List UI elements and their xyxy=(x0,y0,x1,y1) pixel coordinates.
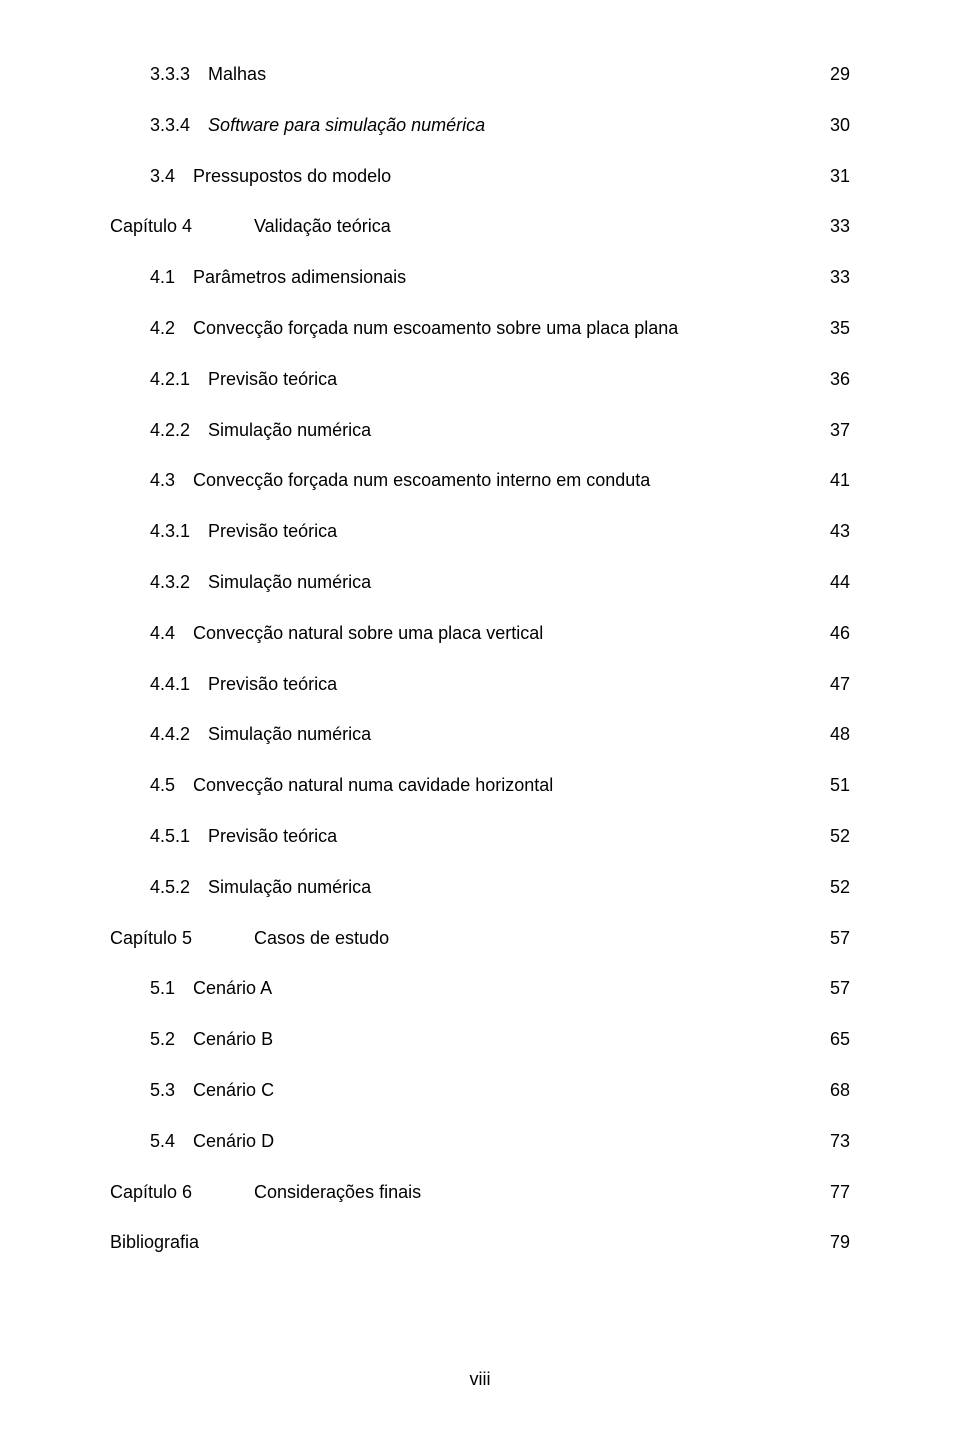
toc-entry-title: Cenário C xyxy=(193,1076,274,1105)
toc-entry: 5.4Cenário D 73 xyxy=(110,1127,850,1156)
toc-entry-number: 4.3 xyxy=(150,466,193,495)
toc-entry-number: 4.4 xyxy=(150,619,193,648)
toc-entry-number: Capítulo 4 xyxy=(110,212,254,241)
toc-entry-page: 30 xyxy=(826,111,850,140)
page-number-footer: viii xyxy=(0,1365,960,1394)
toc-entry-title: Convecção natural numa cavidade horizont… xyxy=(193,771,553,800)
toc-entry-number: 5.1 xyxy=(150,974,193,1003)
toc-entry-number: 4.4.1 xyxy=(150,670,208,699)
toc-entry-number: 4.3.2 xyxy=(150,568,208,597)
toc-entry-title: Simulação numérica xyxy=(208,720,371,749)
toc-entry-title: Simulação numérica xyxy=(208,416,371,445)
toc-entry-page: 37 xyxy=(826,416,850,445)
toc-entry-page: 41 xyxy=(826,466,850,495)
toc-entry: 4.5Convecção natural numa cavidade horiz… xyxy=(110,771,850,800)
toc-entry-title: Software para simulação numérica xyxy=(208,111,485,140)
toc-entry: 4.5.2Simulação numérica 52 xyxy=(110,873,850,902)
toc-entry-number: 4.5 xyxy=(150,771,193,800)
toc-entry-number: 3.3.4 xyxy=(150,111,208,140)
toc-entry-title: Pressupostos do modelo xyxy=(193,162,391,191)
toc-entry-page: 57 xyxy=(826,924,850,953)
toc-entry-page: 65 xyxy=(826,1025,850,1054)
toc-entry-page: 52 xyxy=(826,873,850,902)
toc-entry-page: 33 xyxy=(826,263,850,292)
toc-entry: 5.2Cenário B 65 xyxy=(110,1025,850,1054)
toc-entry-page: 68 xyxy=(826,1076,850,1105)
toc-entry: 3.3.3Malhas 29 xyxy=(110,60,850,89)
toc-entry: 4.3.1Previsão teórica 43 xyxy=(110,517,850,546)
toc-entry: Capítulo 5Casos de estudo 57 xyxy=(110,924,850,953)
toc-entry-page: 52 xyxy=(826,822,850,851)
toc-entry-title: Cenário B xyxy=(193,1025,273,1054)
toc-entry-number: 4.4.2 xyxy=(150,720,208,749)
toc-entry-page: 33 xyxy=(826,212,850,241)
toc-entry-title: Previsão teórica xyxy=(208,670,337,699)
toc-entry-page: 44 xyxy=(826,568,850,597)
toc-entry-title: Cenário A xyxy=(193,974,272,1003)
toc-entry-page: 46 xyxy=(826,619,850,648)
toc-entry-title: Simulação numérica xyxy=(208,568,371,597)
toc-entry: Capítulo 6Considerações finais 77 xyxy=(110,1178,850,1207)
toc-entry-page: 29 xyxy=(826,60,850,89)
toc-entry: Capítulo 4Validação teórica 33 xyxy=(110,212,850,241)
toc-entry: Bibliografia 79 xyxy=(110,1228,850,1257)
toc-page: 3.3.3Malhas 29 3.3.4Software para simulaçã… xyxy=(0,0,960,1454)
toc-entry-title: Convecção forçada num escoamento sobre u… xyxy=(193,314,678,343)
toc-entry-number: Capítulo 6 xyxy=(110,1178,254,1207)
toc-entry: 4.5.1Previsão teórica 52 xyxy=(110,822,850,851)
toc-entry-number: 5.2 xyxy=(150,1025,193,1054)
toc-entry-title: Cenário D xyxy=(193,1127,274,1156)
toc-entry-title: Casos de estudo xyxy=(254,924,389,953)
toc-entry-page: 57 xyxy=(826,974,850,1003)
toc-entry-page: 73 xyxy=(826,1127,850,1156)
toc-entry: 4.1Parâmetros adimensionais 33 xyxy=(110,263,850,292)
toc-entry-title: Validação teórica xyxy=(254,212,391,241)
toc-entry-page: 48 xyxy=(826,720,850,749)
toc-entry: 4.2.1Previsão teórica 36 xyxy=(110,365,850,394)
toc-entry-page: 47 xyxy=(826,670,850,699)
toc-entry-page: 35 xyxy=(826,314,850,343)
toc-entry: 4.3.2Simulação numérica 44 xyxy=(110,568,850,597)
toc-list: 3.3.3Malhas 29 3.3.4Software para simulaçã… xyxy=(110,60,850,1257)
toc-entry-number: Capítulo 5 xyxy=(110,924,254,953)
toc-entry-title: Previsão teórica xyxy=(208,365,337,394)
toc-entry-title: Convecção natural sobre uma placa vertic… xyxy=(193,619,543,648)
toc-entry: 4.4.1Previsão teórica 47 xyxy=(110,670,850,699)
toc-entry-page: 31 xyxy=(826,162,850,191)
toc-entry-number: 4.2.2 xyxy=(150,416,208,445)
toc-entry-page: 51 xyxy=(826,771,850,800)
toc-entry-title: Considerações finais xyxy=(254,1178,421,1207)
toc-entry: 4.3Convecção forçada num escoamento inte… xyxy=(110,466,850,495)
toc-entry-number: 4.3.1 xyxy=(150,517,208,546)
toc-entry: 4.4Convecção natural sobre uma placa ver… xyxy=(110,619,850,648)
toc-entry: 4.2.2Simulação numérica 37 xyxy=(110,416,850,445)
toc-entry: 5.3Cenário C 68 xyxy=(110,1076,850,1105)
toc-entry-title: Bibliografia xyxy=(110,1228,199,1257)
toc-entry-page: 36 xyxy=(826,365,850,394)
toc-entry: 5.1Cenário A 57 xyxy=(110,974,850,1003)
toc-entry-number: 5.3 xyxy=(150,1076,193,1105)
toc-entry-title: Parâmetros adimensionais xyxy=(193,263,406,292)
toc-entry-number: 4.2.1 xyxy=(150,365,208,394)
toc-entry-title: Convecção forçada num escoamento interno… xyxy=(193,466,650,495)
toc-entry-number: 3.3.3 xyxy=(150,60,208,89)
toc-entry-number: 4.5.1 xyxy=(150,822,208,851)
toc-entry-number: 4.1 xyxy=(150,263,193,292)
toc-entry-number: 4.5.2 xyxy=(150,873,208,902)
toc-entry: 4.4.2Simulação numérica 48 xyxy=(110,720,850,749)
toc-entry-number: 5.4 xyxy=(150,1127,193,1156)
toc-entry-title: Previsão teórica xyxy=(208,822,337,851)
toc-entry-title: Previsão teórica xyxy=(208,517,337,546)
toc-entry-number: 4.2 xyxy=(150,314,193,343)
toc-entry-number: 3.4 xyxy=(150,162,193,191)
toc-entry-title: Simulação numérica xyxy=(208,873,371,902)
toc-entry: 4.2Convecção forçada num escoamento sobr… xyxy=(110,314,850,343)
toc-entry-page: 79 xyxy=(826,1228,850,1257)
toc-entry-page: 43 xyxy=(826,517,850,546)
toc-entry: 3.4Pressupostos do modelo 31 xyxy=(110,162,850,191)
toc-entry: 3.3.4Software para simulação numérica 30 xyxy=(110,111,850,140)
toc-entry-title: Malhas xyxy=(208,60,266,89)
toc-entry-page: 77 xyxy=(826,1178,850,1207)
